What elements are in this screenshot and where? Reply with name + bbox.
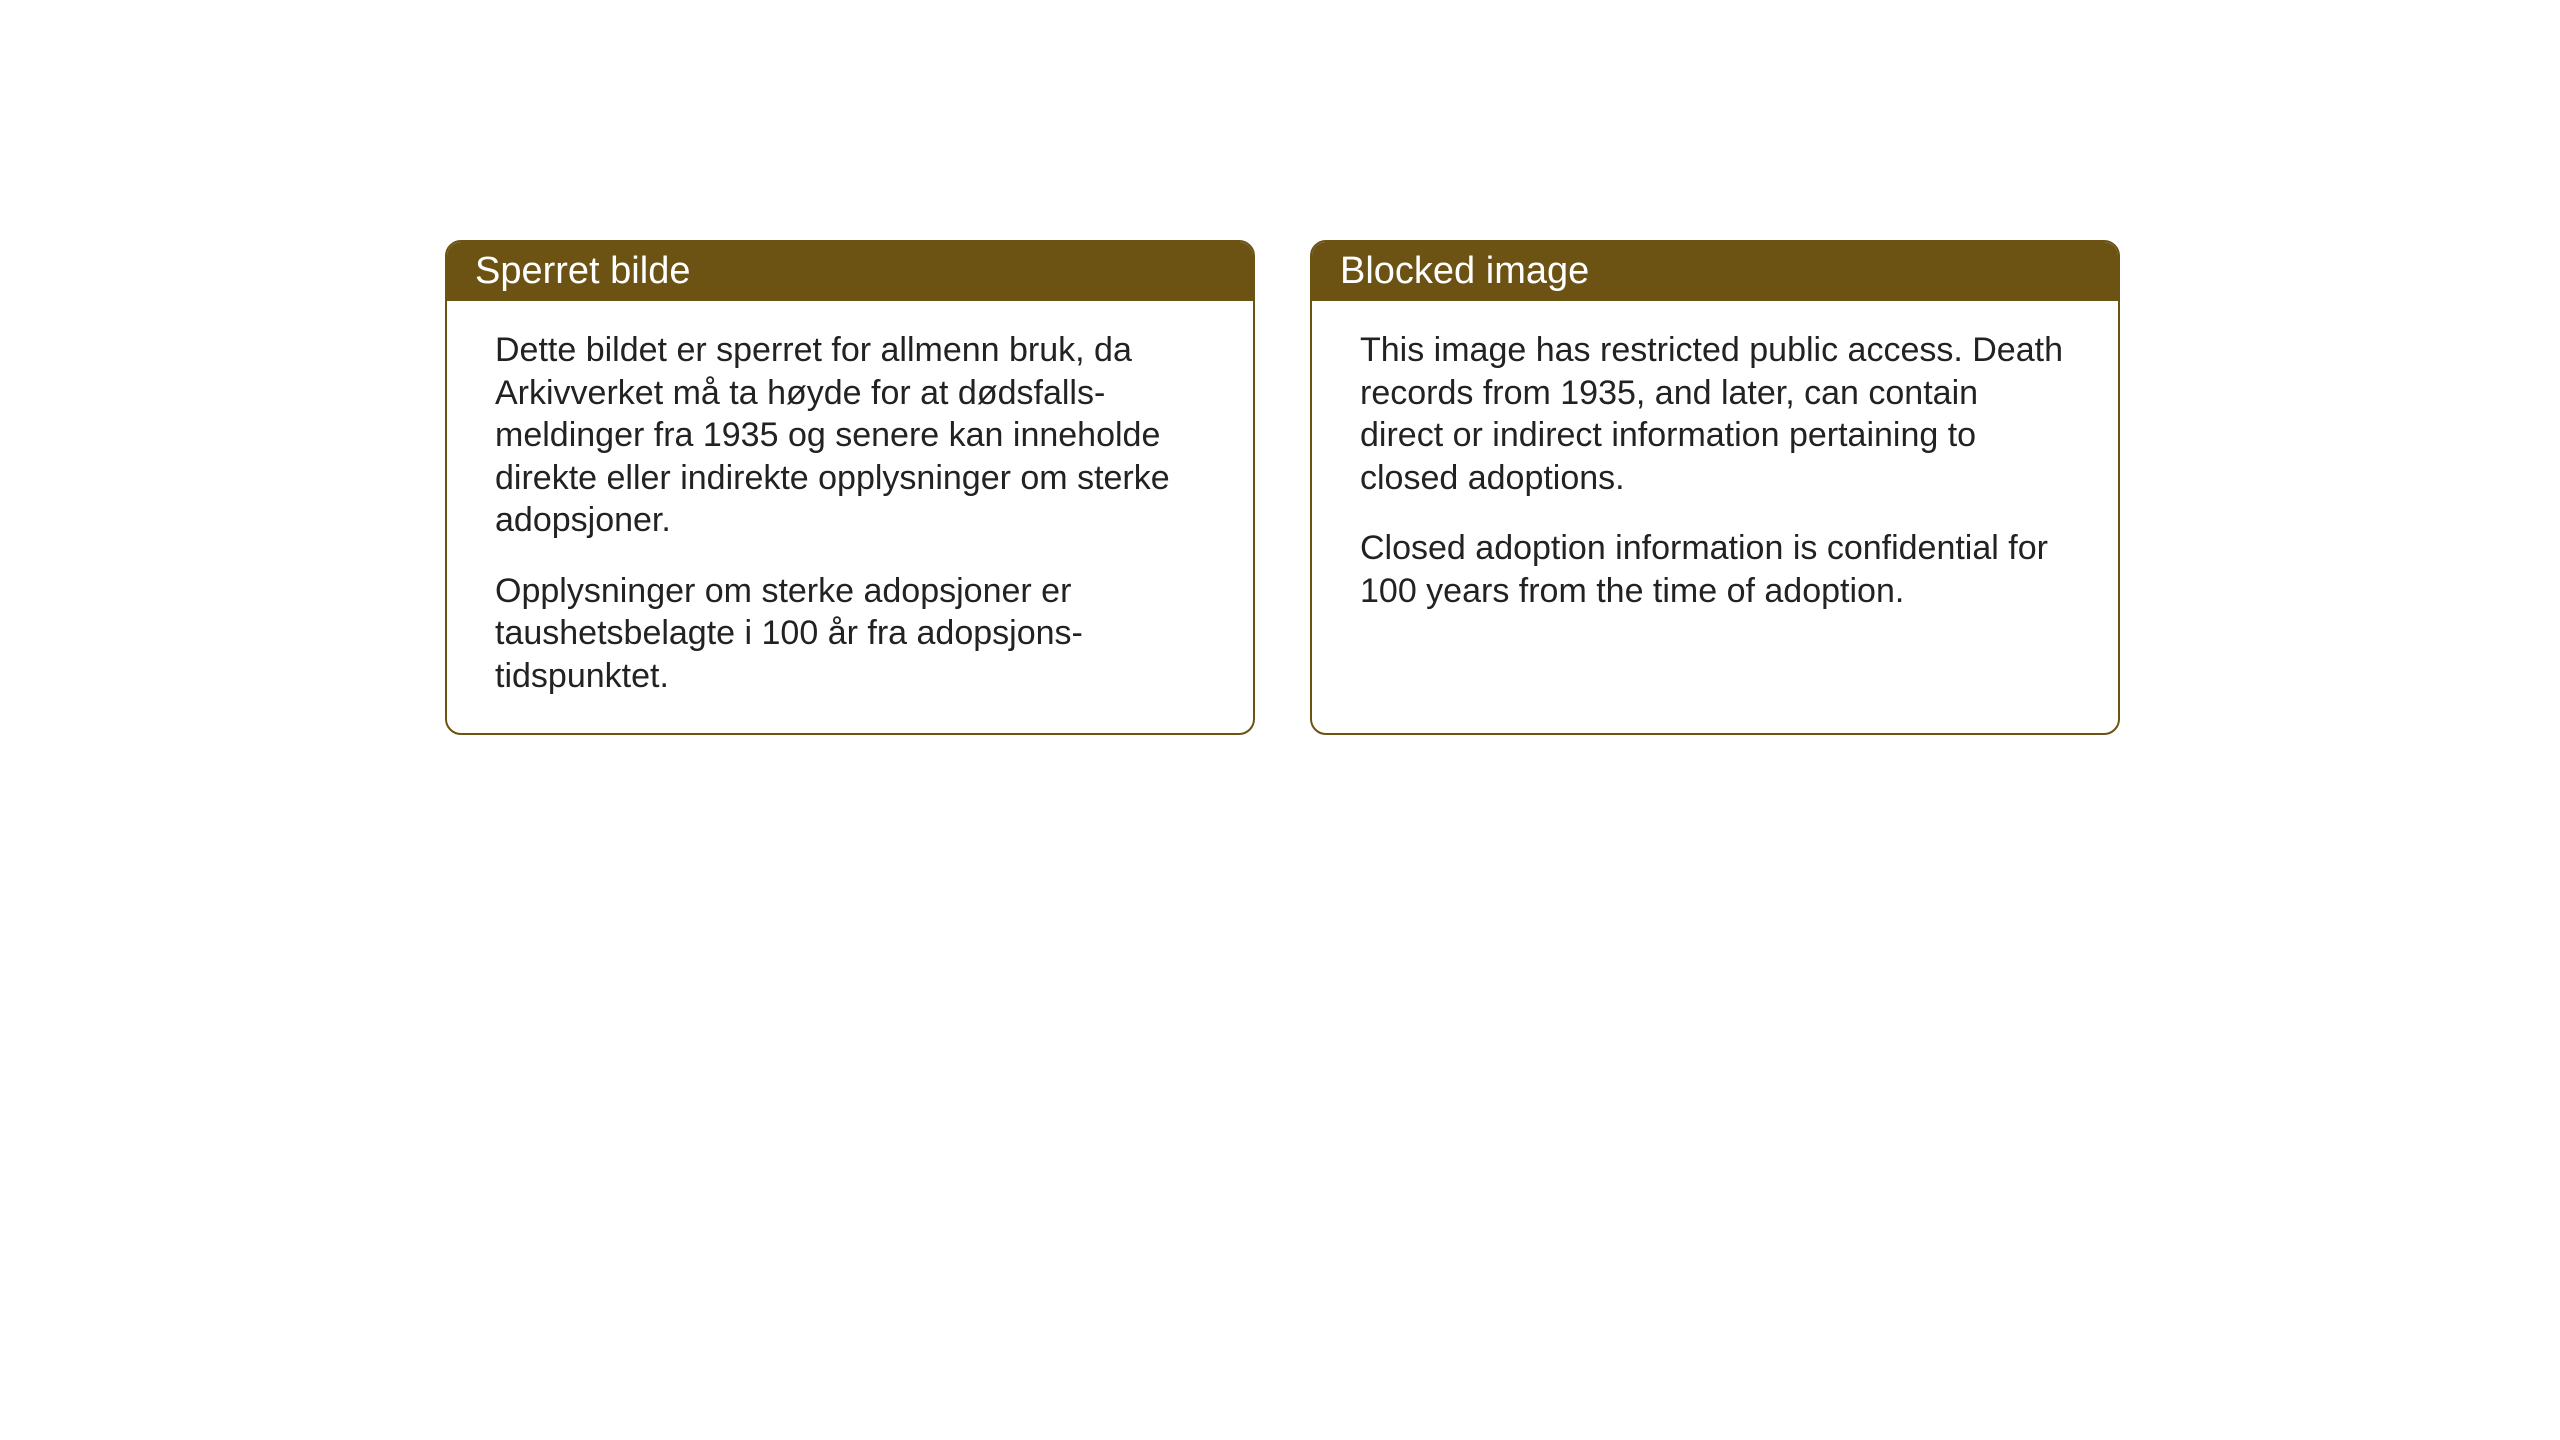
card-norwegian-paragraph2: Opplysninger om sterke adopsjoner er tau… <box>495 570 1205 698</box>
card-norwegian-title: Sperret bilde <box>475 250 690 292</box>
card-english-title: Blocked image <box>1340 250 1589 292</box>
card-norwegian-body: Dette bildet er sperret for allmenn bruk… <box>447 301 1253 733</box>
card-english-paragraph2: Closed adoption information is confident… <box>1360 527 2070 612</box>
card-english: Blocked image This image has restricted … <box>1310 240 2120 735</box>
card-norwegian: Sperret bilde Dette bildet er sperret fo… <box>445 240 1255 735</box>
card-english-paragraph1: This image has restricted public access.… <box>1360 329 2070 499</box>
cards-container: Sperret bilde Dette bildet er sperret fo… <box>445 240 2120 735</box>
card-english-header: Blocked image <box>1312 242 2118 301</box>
card-english-body: This image has restricted public access.… <box>1312 301 2118 648</box>
card-norwegian-paragraph1: Dette bildet er sperret for allmenn bruk… <box>495 329 1205 542</box>
card-norwegian-header: Sperret bilde <box>447 242 1253 301</box>
